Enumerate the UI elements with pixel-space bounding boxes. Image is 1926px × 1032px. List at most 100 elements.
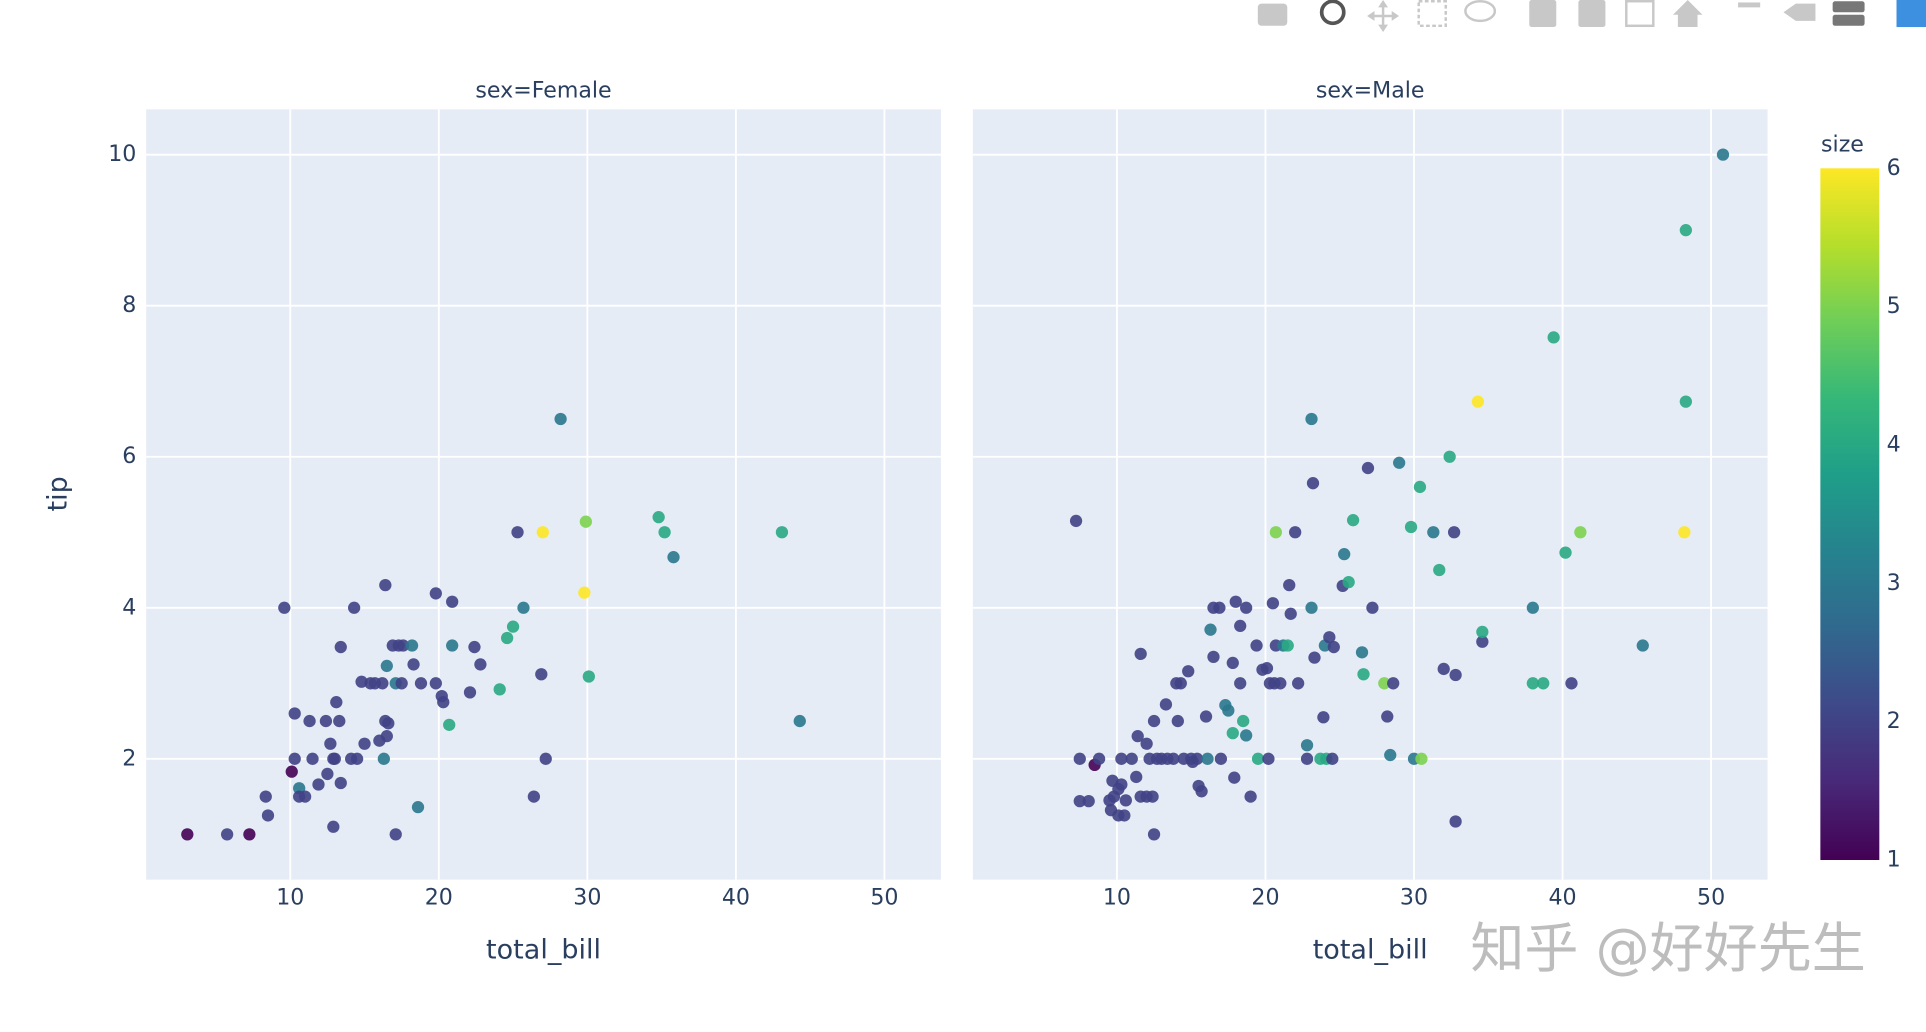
facet-title: sex=Female xyxy=(475,77,611,103)
scatter-point xyxy=(1437,662,1450,676)
scatter-point xyxy=(1250,639,1263,652)
x-tick-label: 30 xyxy=(573,885,601,911)
scatter-point xyxy=(1526,677,1539,690)
watermark: 知乎 @好好先生 xyxy=(1470,917,1865,980)
scatter-point xyxy=(312,778,325,791)
scatter-point xyxy=(1073,752,1086,765)
x-tick-label: 50 xyxy=(870,885,898,911)
scatter-point xyxy=(330,696,343,709)
scatter-point xyxy=(1447,526,1461,539)
plot-background xyxy=(972,109,1768,880)
scatter-point xyxy=(468,640,481,654)
scatter-point xyxy=(1262,752,1275,765)
lasso-button[interactable] xyxy=(1464,0,1497,23)
scatter-point xyxy=(1214,752,1228,765)
scatter-point xyxy=(350,752,364,765)
scatter-point xyxy=(1476,625,1489,639)
colorbar-tick-label: 3 xyxy=(1887,570,1901,596)
scatter-point xyxy=(1171,714,1184,728)
scatter-point xyxy=(463,686,477,699)
scatter-point xyxy=(1281,639,1294,652)
scatter-point xyxy=(324,737,337,750)
scatter-point xyxy=(1289,526,1302,539)
scatter-point xyxy=(181,828,194,841)
x-tick-label: 50 xyxy=(1697,885,1725,911)
scatter-point xyxy=(437,696,450,709)
x-tick-label: 40 xyxy=(1548,885,1576,911)
y-tick-label: 10 xyxy=(108,141,136,167)
scatter-point xyxy=(1678,526,1691,539)
scatter-point xyxy=(1274,677,1287,690)
scatter-point xyxy=(1119,794,1132,807)
scatter-point xyxy=(1174,677,1187,690)
scatter-point xyxy=(397,639,410,652)
pan-button[interactable] xyxy=(1367,0,1400,32)
scatter-point xyxy=(1413,480,1427,494)
scatter-point xyxy=(407,658,420,671)
scatter-point xyxy=(1393,456,1406,469)
scatter-point xyxy=(358,737,371,750)
scatter-point xyxy=(1326,752,1339,765)
scatter-point xyxy=(288,752,301,765)
scatter-point xyxy=(334,776,347,790)
plotly-logo[interactable] xyxy=(1896,0,1926,28)
zoom-out-button[interactable] xyxy=(1578,0,1606,28)
scatter-point xyxy=(1476,635,1489,648)
scatter-point xyxy=(382,717,395,730)
scatter-point xyxy=(1073,794,1086,808)
facet-title: sex=Male xyxy=(1316,77,1425,103)
spike-button[interactable] xyxy=(1738,2,1761,8)
scatter-point xyxy=(380,730,393,743)
scatter-point xyxy=(285,765,298,778)
y-axis-title: tip xyxy=(42,476,73,511)
scatter-point xyxy=(1146,790,1159,803)
x-tick-label: 20 xyxy=(425,885,453,911)
scatter-point xyxy=(527,790,541,803)
scatter-point xyxy=(429,587,442,600)
scatter-point xyxy=(377,752,390,765)
scatter-point xyxy=(1384,748,1397,762)
autoscale-button[interactable] xyxy=(1625,0,1655,28)
scatter-point xyxy=(1240,729,1253,742)
scatter-point xyxy=(474,658,487,671)
scatter-point xyxy=(405,639,419,652)
scatter-point xyxy=(652,511,665,524)
zoom-in-button[interactable] xyxy=(1529,0,1557,28)
scatter-point xyxy=(793,714,806,728)
colorbar xyxy=(1820,168,1880,861)
scatter-point xyxy=(667,551,680,564)
scatter-point xyxy=(1449,815,1462,828)
scatter-point xyxy=(1559,546,1572,559)
scatter-point xyxy=(334,640,347,654)
scatter-point xyxy=(327,820,340,833)
hover-compare-button[interactable] xyxy=(1832,1,1865,13)
y-tick-label: 8 xyxy=(122,292,136,318)
hover-compare-button[interactable] xyxy=(1832,14,1865,26)
colorbar-title: size xyxy=(1821,131,1864,157)
x-tick-label: 10 xyxy=(1103,885,1131,911)
zoom-button[interactable] xyxy=(1319,0,1346,26)
reset-button[interactable] xyxy=(1672,0,1703,28)
scatter-point xyxy=(1317,711,1330,724)
scatter-point xyxy=(446,639,459,652)
scatter-point xyxy=(328,752,341,765)
modebar xyxy=(1257,0,1926,32)
y-tick-label: 6 xyxy=(122,443,136,469)
scatter-point xyxy=(1269,526,1283,539)
box-select-button[interactable] xyxy=(1417,0,1447,28)
scatter-point xyxy=(1679,224,1692,237)
scatter-point xyxy=(1338,548,1351,561)
scatter-point xyxy=(1327,640,1340,654)
scatter-point xyxy=(376,677,389,690)
scatter-point xyxy=(1547,331,1560,344)
camera-button[interactable] xyxy=(1257,3,1288,26)
scatter-point xyxy=(395,677,408,690)
scatter-point xyxy=(1433,563,1446,577)
scatter-point xyxy=(446,595,459,608)
scatter-point xyxy=(261,809,275,822)
scatter-point xyxy=(1305,412,1318,426)
scatter-point xyxy=(1167,752,1180,765)
hover-closest-button[interactable] xyxy=(1783,3,1816,21)
scatter-point xyxy=(288,707,301,720)
scatter-point xyxy=(1636,639,1649,652)
